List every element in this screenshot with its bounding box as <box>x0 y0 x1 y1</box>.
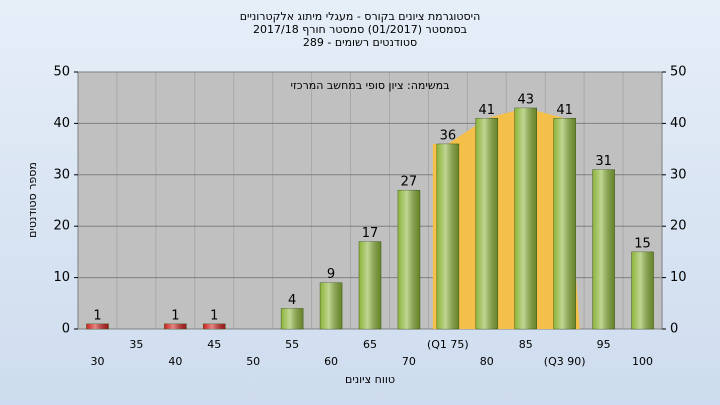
x-tick-label: 40 <box>168 355 182 368</box>
y2-tick-label: 40 <box>670 116 687 131</box>
data-label: 41 <box>556 103 573 118</box>
data-label: 43 <box>517 92 534 107</box>
data-label: 31 <box>595 154 612 169</box>
y-tick-label: 0 <box>62 322 70 337</box>
bar-shine <box>631 251 654 329</box>
bar-shine <box>514 107 537 329</box>
data-label: 36 <box>440 128 457 143</box>
data-label: 17 <box>362 226 379 241</box>
data-label: 15 <box>634 236 651 251</box>
bar-shine <box>281 308 304 329</box>
x-tick-label: (Q1 75) <box>427 338 469 351</box>
data-label: 27 <box>401 175 418 190</box>
y2-tick-label: 50 <box>670 65 687 80</box>
y-tick-label: 20 <box>53 219 70 234</box>
annotation: במשימה: ציון סופי במחשב המרכזי <box>290 79 449 92</box>
data-label: 41 <box>479 103 496 118</box>
chart-title: היסטוגרמת ציונים בקורס - מעגלי מיתוג אלק… <box>240 10 481 23</box>
y2-tick-label: 30 <box>670 167 687 182</box>
y2-tick-label: 10 <box>670 270 687 285</box>
bar-shine <box>397 190 420 329</box>
y-tick-label: 50 <box>53 65 70 80</box>
y2-tick-label: 20 <box>670 219 687 234</box>
x-tick-label: 100 <box>632 355 653 368</box>
y-tick-label: 30 <box>53 167 70 182</box>
bar-shine <box>359 241 381 329</box>
y-axis-label: מספר סטודנטים <box>26 162 39 238</box>
bar-shine <box>436 143 459 329</box>
bar-shine <box>203 323 226 329</box>
x-tick-label: (Q3 90) <box>544 355 586 368</box>
x-tick-label: 85 <box>519 338 533 351</box>
data-label: 1 <box>93 308 101 323</box>
y-tick-label: 40 <box>53 116 70 131</box>
quartile-area <box>432 107 580 329</box>
x-tick-label: 30 <box>90 355 104 368</box>
x-tick-label: 35 <box>129 338 143 351</box>
bar-shine <box>592 169 615 329</box>
bar-shine <box>86 323 109 329</box>
x-tick-label: 70 <box>402 355 416 368</box>
x-tick-label: 80 <box>480 355 494 368</box>
chart-subtitle: בסמסטר (01/2017) סמסטר חורף 2017/18 <box>253 23 467 36</box>
x-tick-label: 55 <box>285 338 299 351</box>
x-tick-label: 95 <box>597 338 611 351</box>
y-tick-label: 10 <box>53 270 70 285</box>
data-label: 1 <box>171 308 179 323</box>
y2-tick-label: 0 <box>670 322 678 337</box>
bar-shine <box>553 118 576 329</box>
chart-subtitle: סטודנטים רשומים - 289 <box>303 36 417 49</box>
x-tick-label: 50 <box>246 355 260 368</box>
x-tick-label: 60 <box>324 355 338 368</box>
x-tick-label: 65 <box>363 338 377 351</box>
x-axis-label: טווח ציונים <box>345 373 395 386</box>
bar-shine <box>164 323 187 329</box>
x-tick-label: 45 <box>207 338 221 351</box>
data-label: 1 <box>210 308 218 323</box>
data-label: 9 <box>327 267 335 282</box>
data-label: 4 <box>288 293 296 308</box>
bar-shine <box>320 282 343 329</box>
bar-shine <box>475 118 498 329</box>
